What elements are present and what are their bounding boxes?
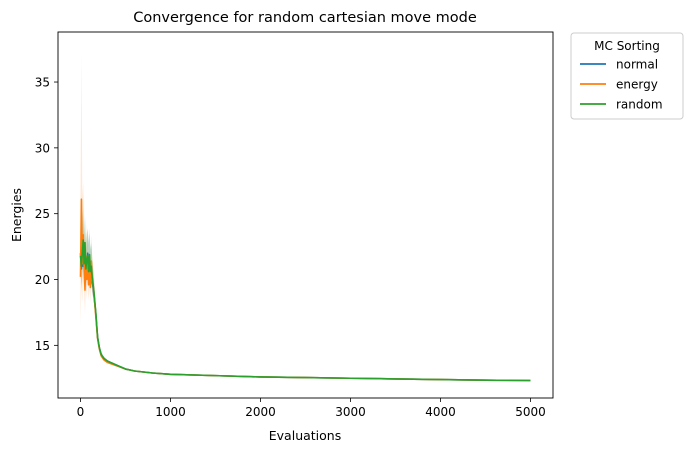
x-tick-label: 5000 <box>515 405 546 419</box>
y-tick-label: 25 <box>35 207 50 221</box>
series-line-random <box>79 239 531 382</box>
x-tick-label: 3000 <box>335 405 366 419</box>
legend-title: MC Sorting <box>594 39 660 53</box>
plot-frame <box>57 31 554 399</box>
chart-title: Convergence for random cartesian move mo… <box>133 10 477 26</box>
legend-label-energy: energy <box>616 78 658 92</box>
y-tick-label: 20 <box>35 273 50 287</box>
x-tick-label: 4000 <box>425 405 456 419</box>
y-tick-label: 30 <box>35 141 50 155</box>
x-axis-label: Evaluations <box>269 428 341 443</box>
legend-label-random: random <box>616 98 663 112</box>
series-line-energy <box>79 198 531 382</box>
x-tick-label: 1000 <box>155 405 186 419</box>
bands <box>80 54 108 364</box>
series-line-normal <box>79 241 531 382</box>
series-band-random <box>80 207 108 362</box>
x-tick-label: 2000 <box>245 405 276 419</box>
legend-label-normal: normal <box>616 58 658 72</box>
legend: MC Sorting normal energy random <box>570 32 684 120</box>
y-tick-label: 15 <box>35 339 50 353</box>
x-tick-label: 0 <box>77 405 85 419</box>
y-ticks: 15 20 25 30 35 <box>35 76 58 353</box>
series-band-energy <box>80 54 108 364</box>
y-axis-label: Energies <box>9 188 24 242</box>
y-tick-label: 35 <box>35 76 50 90</box>
legend-box <box>570 32 684 120</box>
x-ticks: 0 1000 2000 3000 4000 5000 <box>77 398 546 419</box>
plot-lines <box>79 198 531 382</box>
